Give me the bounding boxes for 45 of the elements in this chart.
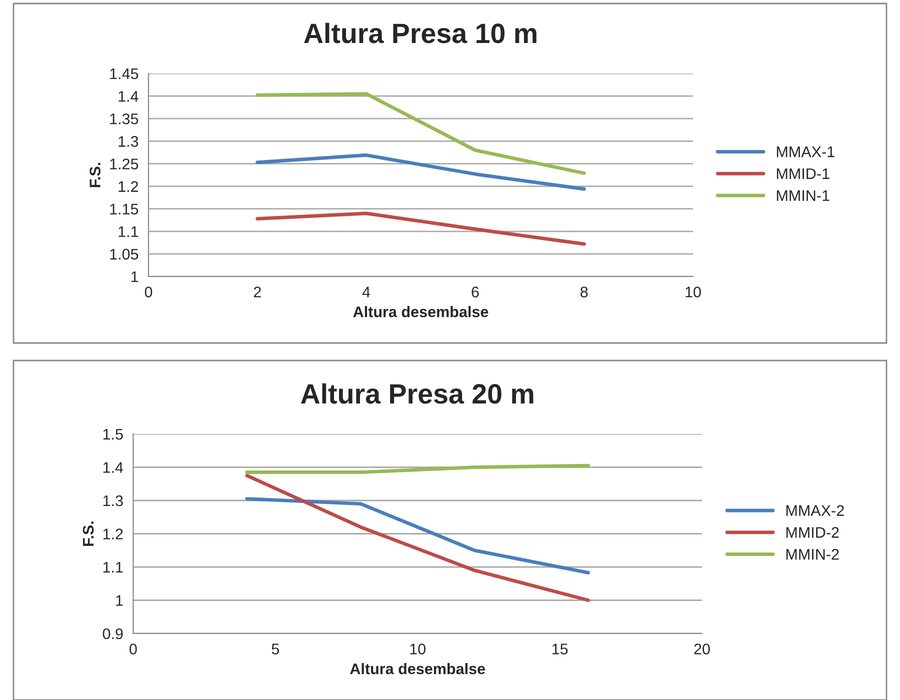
- y-tick-label: 1.1: [103, 562, 123, 573]
- y-tick-label: 1.25: [110, 158, 138, 170]
- x-tick-label: 2: [254, 286, 261, 298]
- y-tick-label: 1.3: [103, 495, 123, 506]
- x-tick-label: 8: [580, 286, 588, 298]
- x-tick-label: 0: [144, 286, 152, 298]
- y-tick-label: 1.35: [110, 113, 138, 124]
- y-tick-label: 1.4: [118, 91, 138, 102]
- y-tick-label: 0.9: [102, 628, 123, 640]
- legend-label: MMID-1: [776, 168, 830, 179]
- y-tick-label: 1.5: [103, 429, 123, 440]
- legend-label: MMIN-1: [776, 190, 830, 201]
- line-series: [256, 153, 586, 191]
- legend-label: MMAX-2: [786, 505, 844, 516]
- x-tick-label: 20: [694, 644, 710, 654]
- line-series: [256, 92, 586, 175]
- legend-label: MMAX-1: [776, 146, 834, 158]
- line-series: [245, 474, 590, 602]
- x-tick-label: 6: [472, 286, 479, 298]
- line-series: [245, 497, 590, 574]
- y-axis-title: F.S.: [82, 522, 94, 546]
- x-tick-label: 0: [130, 644, 137, 654]
- y-tick-label: 1.2: [103, 528, 123, 540]
- y-tick-label: 1: [131, 272, 138, 282]
- y-tick-label: 1.45: [110, 68, 138, 80]
- x-axis-title: Altura desembalse: [350, 663, 486, 674]
- chart-title: Altura Presa 10 m: [304, 22, 536, 44]
- y-tick-label: 1.1: [118, 226, 138, 237]
- y-axis-title: F.S.: [90, 162, 100, 188]
- legend-label: MMIN-2: [786, 548, 839, 560]
- line-series: [256, 212, 586, 246]
- chart-title: Altura Presa 20 m: [300, 383, 534, 404]
- y-tick-label: 1: [116, 595, 123, 606]
- x-tick-label: 15: [552, 644, 568, 654]
- x-tick-label: 10: [686, 286, 701, 298]
- y-tick-label: 1.3: [118, 136, 138, 147]
- y-tick-label: 1.4: [103, 462, 124, 473]
- x-tick-label: 5: [272, 644, 280, 654]
- y-tick-label: 1.2: [118, 181, 138, 192]
- y-tick-label: 1.05: [110, 248, 138, 260]
- x-tick-label: 10: [410, 644, 426, 654]
- y-tick-label: 1.15: [110, 204, 138, 215]
- x-tick-label: 4: [362, 286, 370, 298]
- legend-label: MMID-2: [786, 527, 839, 538]
- x-axis-title: Altura desembalse: [353, 306, 488, 318]
